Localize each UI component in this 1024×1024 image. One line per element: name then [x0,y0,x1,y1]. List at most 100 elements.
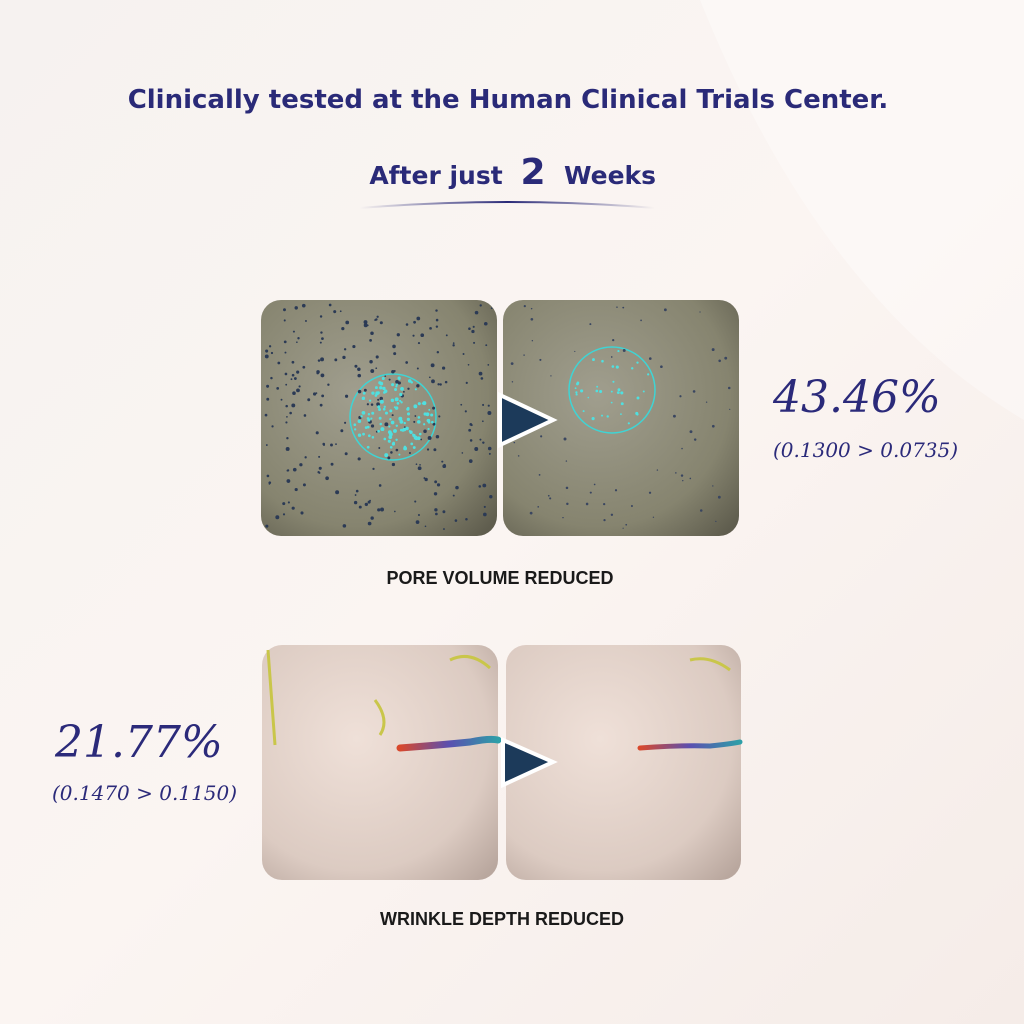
pore-dot [320,373,325,378]
pore-dot [414,436,418,441]
pore-dot [438,415,441,418]
pore-dot [462,353,465,355]
percent: 43.46% [772,372,941,423]
pore-dot [582,410,585,413]
pore-dot [378,484,382,487]
pore-dot [617,350,620,353]
pore-dot [431,420,434,424]
pore-dot [300,511,304,515]
pore-dot [379,386,383,390]
pore-dot [712,485,714,487]
pore-dot [374,319,377,321]
pore-dot [291,506,295,510]
pore-dot [270,351,274,355]
pore-dot [303,414,307,417]
pore-dot [369,499,371,502]
pore-dot [488,452,491,455]
pore-dot [680,474,684,477]
pore-dot [344,452,348,456]
pore-dot [399,428,403,432]
pore-dot [384,422,389,427]
pore-dot [369,360,373,364]
pore-dot [378,446,381,449]
pore-dot [469,439,473,442]
pore-dot [537,506,540,508]
pore-dot [315,392,318,394]
pore-dot [414,415,417,417]
pore-dot [355,489,359,493]
pore-dot [616,391,620,395]
pore-dot [316,371,319,375]
pore-dot [414,500,417,503]
pore-dot [631,367,634,370]
detail: (0.1300 > 0.0735) [773,438,958,462]
pore-dot [540,435,543,438]
wrinkle [637,739,743,751]
pore-dot [374,394,378,397]
pore-dot [370,424,375,428]
pore-dot [444,380,448,384]
pore-dot [402,390,405,393]
pore-dot [390,398,395,403]
pore-dot [383,437,387,441]
pore-dot [565,486,569,490]
pore-dot [483,505,486,508]
pore-dot [387,430,392,434]
pore-dot [595,389,599,393]
pore-dot [399,392,403,397]
pore-dot [617,388,621,392]
pore-dot [474,447,479,451]
pore-dot [562,516,564,519]
pore-dot [391,414,394,417]
pore-dot [335,490,340,495]
pore-dot [699,311,701,313]
pore-dot [652,516,655,518]
pore-dot [292,467,297,472]
pore-dot [291,360,295,364]
pore-dot [606,415,609,418]
pore-dot [433,448,437,452]
pore-dot [574,350,576,353]
pore-dot [705,401,708,403]
pore-dot [575,393,578,396]
pore-dot [574,387,577,390]
pore-dot [565,460,568,462]
pore-dot [380,427,385,432]
pore-dot [523,354,525,356]
pore-dot [287,469,290,472]
pore-dot [468,327,471,330]
pore-dot [648,491,652,494]
pore-dot [682,479,684,482]
pore-dot [566,502,569,506]
pore-dot [363,320,368,325]
pore-dot [378,416,382,420]
pore-dot [403,426,406,428]
pore-dot [549,497,552,500]
pore-dot [596,385,599,388]
pore-dot [420,438,423,441]
pore-dot [468,459,473,463]
pore-dot [293,377,297,380]
pore-dot [327,383,330,386]
pore-dot [377,429,380,433]
pore-dot [610,390,613,393]
pore-dot [660,365,663,369]
pore-dot [296,341,298,343]
pore-dot [360,415,363,418]
pore-dot [442,366,446,370]
pore-dot [614,489,618,492]
pore-dot [335,443,337,445]
pore-dot [487,446,492,451]
pore-dot [416,384,420,388]
pore-dot [415,520,420,524]
pore-dot [370,403,374,406]
wrinkle [396,735,502,752]
pore-dot [599,390,603,394]
pore-dot [413,420,416,423]
pore-dot [287,501,290,504]
pore-dot [294,306,298,310]
pore-dot [387,439,391,443]
pore-dot [304,319,307,322]
pore-dot [434,480,438,484]
